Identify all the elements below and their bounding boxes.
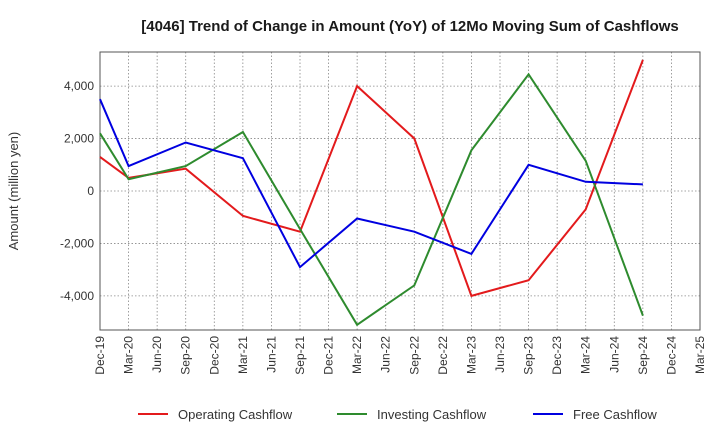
y-tick-label: 4,000	[64, 79, 94, 93]
x-tick-label: Mar-20	[122, 336, 136, 374]
plot-frame	[99, 51, 701, 331]
legend-label: Investing Cashflow	[377, 407, 487, 422]
x-tick-label: Sep-24	[636, 336, 650, 375]
x-tick-label: Jun-24	[607, 336, 621, 373]
series-line-investing-cashflow	[99, 72, 644, 327]
x-tick-label: Mar-21	[236, 336, 250, 374]
x-tick-label: Dec-21	[322, 336, 336, 375]
y-axis-ticks: -4,000 -2,000 0 2,000 4,000	[60, 79, 94, 303]
x-tick-label: Dec-19	[93, 336, 107, 375]
series-line-operating-cashflow	[99, 59, 644, 298]
chart-title: [4046] Trend of Change in Amount (YoY) o…	[141, 18, 679, 35]
x-tick-label: Mar-22	[350, 336, 364, 374]
y-axis-label: Amount (million yen)	[6, 132, 21, 251]
x-tick-label: Dec-23	[550, 336, 564, 375]
y-tick-label: -4,000	[60, 289, 94, 303]
x-tick-label: Jun-21	[264, 336, 278, 373]
series-lines	[99, 59, 644, 327]
grid-lines	[100, 52, 700, 330]
x-tick-label: Sep-23	[522, 336, 536, 375]
legend-label: Operating Cashflow	[178, 407, 293, 422]
x-axis-ticks: Dec-19 Mar-20 Jun-20 Sep-20 Dec-20 Mar-21 Jun-…	[93, 336, 707, 375]
x-tick-label: Dec-20	[207, 336, 221, 375]
series-line-free-cashflow	[99, 98, 643, 269]
x-tick-label: Dec-22	[436, 336, 450, 375]
x-tick-label: Dec-24	[664, 336, 678, 375]
x-tick-label: Sep-22	[407, 336, 421, 375]
x-tick-label: Jun-22	[379, 336, 393, 373]
legend-label: Free Cashflow	[573, 407, 657, 422]
x-tick-label: Sep-21	[293, 336, 307, 375]
x-tick-label: Mar-24	[579, 336, 593, 374]
x-tick-label: Jun-20	[150, 336, 164, 373]
y-tick-label: 2,000	[64, 132, 94, 146]
x-tick-label: Jun-23	[493, 336, 507, 373]
y-tick-label: 0	[87, 184, 94, 198]
x-tick-label: Sep-20	[179, 336, 193, 375]
y-tick-label: -2,000	[60, 236, 94, 250]
x-tick-label: Mar-23	[464, 336, 478, 374]
legend: Operating Cashflow Investing Cashflow Free…	[138, 407, 657, 422]
x-tick-label: Mar-25	[693, 336, 707, 374]
